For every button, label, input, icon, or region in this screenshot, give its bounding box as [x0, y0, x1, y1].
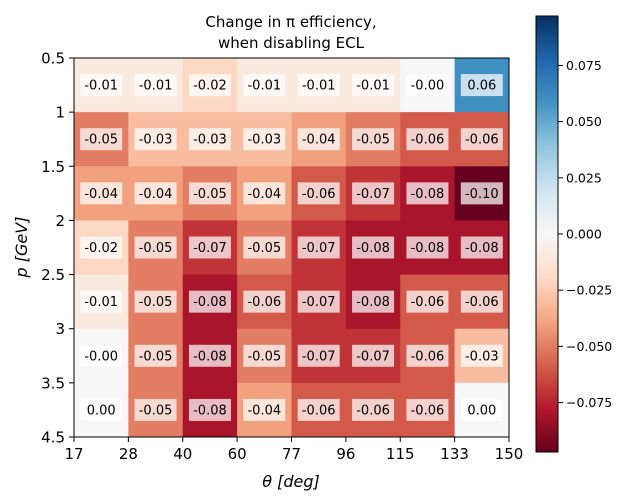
cell-value-label: -0.01 — [84, 295, 118, 310]
cell-value-label: 0.06 — [467, 79, 496, 94]
y-axis-ticks: 0.5 1 1.5 2 2.5 3 3.5 4.5 — [41, 50, 74, 447]
cell-value-label: -0.04 — [247, 187, 281, 202]
cell-value-label: -0.04 — [139, 187, 173, 202]
y-tick-label: 3 — [55, 320, 65, 338]
x-tick-label: 77 — [282, 445, 301, 463]
cell-value-label: -0.05 — [84, 133, 118, 148]
cell-value-label: -0.07 — [302, 349, 336, 364]
cell-value-label: -0.08 — [411, 241, 445, 256]
cell-value-label: -0.00 — [411, 79, 445, 94]
y-tick-label: 1.5 — [41, 158, 65, 176]
colorbar-tick-label: −0.050 — [566, 339, 612, 354]
cell-value-label: -0.05 — [247, 349, 281, 364]
cell-value-label: -0.03 — [465, 349, 499, 364]
x-tick-label: 150 — [495, 445, 524, 463]
colorbar-tick-label: 0.025 — [566, 170, 602, 185]
cell-value-label: 0.00 — [87, 403, 116, 418]
cell-value-label: -0.06 — [465, 133, 499, 148]
cell-value-label: -0.08 — [356, 295, 390, 310]
cell-value-label: -0.08 — [356, 241, 390, 256]
colorbar-ticks: 0.075 0.050 0.025 0.000 −0.025 −0.050 −0.075 — [558, 58, 612, 410]
x-tick-label: 40 — [173, 445, 192, 463]
chart-title-line-1: Change in π efficiency, — [205, 13, 376, 31]
colorbar-tick-label: 0.050 — [566, 114, 602, 129]
y-tick-label: 3.5 — [41, 374, 65, 392]
y-axis-label: p [GeV] — [12, 217, 31, 279]
cell-value-label: -0.05 — [139, 295, 173, 310]
cell-value-label: -0.07 — [302, 241, 336, 256]
x-axis-ticks: 17 28 40 60 77 96 115 133 150 — [64, 437, 523, 463]
cell-value-label: -0.04 — [247, 403, 281, 418]
y-tick-label: 2 — [55, 212, 65, 230]
cell-value-label: -0.08 — [193, 295, 227, 310]
cell-value-label: -0.06 — [247, 295, 281, 310]
cell-value-label: -0.06 — [411, 403, 445, 418]
x-tick-label: 115 — [386, 445, 415, 463]
cell-value-label: -0.01 — [356, 79, 390, 94]
x-tick-label: 60 — [228, 445, 247, 463]
y-tick-label: 0.5 — [41, 50, 65, 68]
colorbar — [536, 16, 558, 452]
cell-value-label: -0.01 — [247, 79, 281, 94]
cell-value-label: -0.00 — [84, 349, 118, 364]
cell-value-label: -0.03 — [247, 133, 281, 148]
cell-value-label: -0.05 — [139, 241, 173, 256]
chart-title-line-2: when disabling ECL — [218, 34, 365, 52]
cell-value-label: -0.05 — [356, 133, 390, 148]
cell-value-label: -0.05 — [139, 349, 173, 364]
cell-value-label: -0.06 — [465, 295, 499, 310]
x-tick-label: 96 — [336, 445, 355, 463]
cell-value-label: -0.10 — [465, 187, 499, 202]
cell-value-label: -0.06 — [302, 187, 336, 202]
cell-value-label: -0.01 — [302, 79, 336, 94]
cell-value-label: -0.08 — [193, 349, 227, 364]
cell-value-label: -0.08 — [193, 403, 227, 418]
colorbar-tick-label: 0.075 — [566, 58, 602, 73]
cell-value-label: -0.05 — [193, 187, 227, 202]
cell-value-label: -0.02 — [193, 79, 227, 94]
cell-value-label: -0.07 — [302, 295, 336, 310]
cell-value-label: -0.04 — [302, 133, 336, 148]
x-tick-label: 133 — [440, 445, 469, 463]
y-tick-label: 4.5 — [41, 429, 65, 447]
cell-value-label: 0.00 — [467, 403, 496, 418]
cell-value-label: -0.06 — [411, 349, 445, 364]
colorbar-tick-label: −0.025 — [566, 283, 612, 298]
cell-value-label: -0.05 — [247, 241, 281, 256]
cell-value-label: -0.02 — [84, 241, 118, 256]
cell-value-label: -0.06 — [302, 403, 336, 418]
cell-value-label: -0.01 — [139, 79, 173, 94]
cell-value-label: -0.08 — [465, 241, 499, 256]
cell-value-label: -0.01 — [84, 79, 118, 94]
cell-value-label: -0.06 — [356, 403, 390, 418]
cell-value-label: -0.07 — [193, 241, 227, 256]
cell-value-label: -0.05 — [139, 403, 173, 418]
colorbar-tick-label: −0.075 — [566, 395, 612, 410]
cell-value-label: -0.08 — [411, 187, 445, 202]
x-axis-label: θ [deg] — [262, 472, 320, 491]
x-tick-label: 28 — [119, 445, 138, 463]
cell-value-label: -0.03 — [193, 133, 227, 148]
colorbar-tick-label: 0.000 — [566, 227, 602, 242]
cell-value-label: -0.03 — [139, 133, 173, 148]
cell-value-label: -0.06 — [411, 133, 445, 148]
cell-value-label: -0.07 — [356, 187, 390, 202]
cell-value-label: -0.06 — [411, 295, 445, 310]
y-tick-label: 2.5 — [41, 266, 65, 284]
x-tick-label: 17 — [64, 445, 83, 463]
cell-value-label: -0.04 — [84, 187, 118, 202]
y-tick-label: 1 — [55, 104, 65, 122]
cell-value-label: -0.07 — [356, 349, 390, 364]
